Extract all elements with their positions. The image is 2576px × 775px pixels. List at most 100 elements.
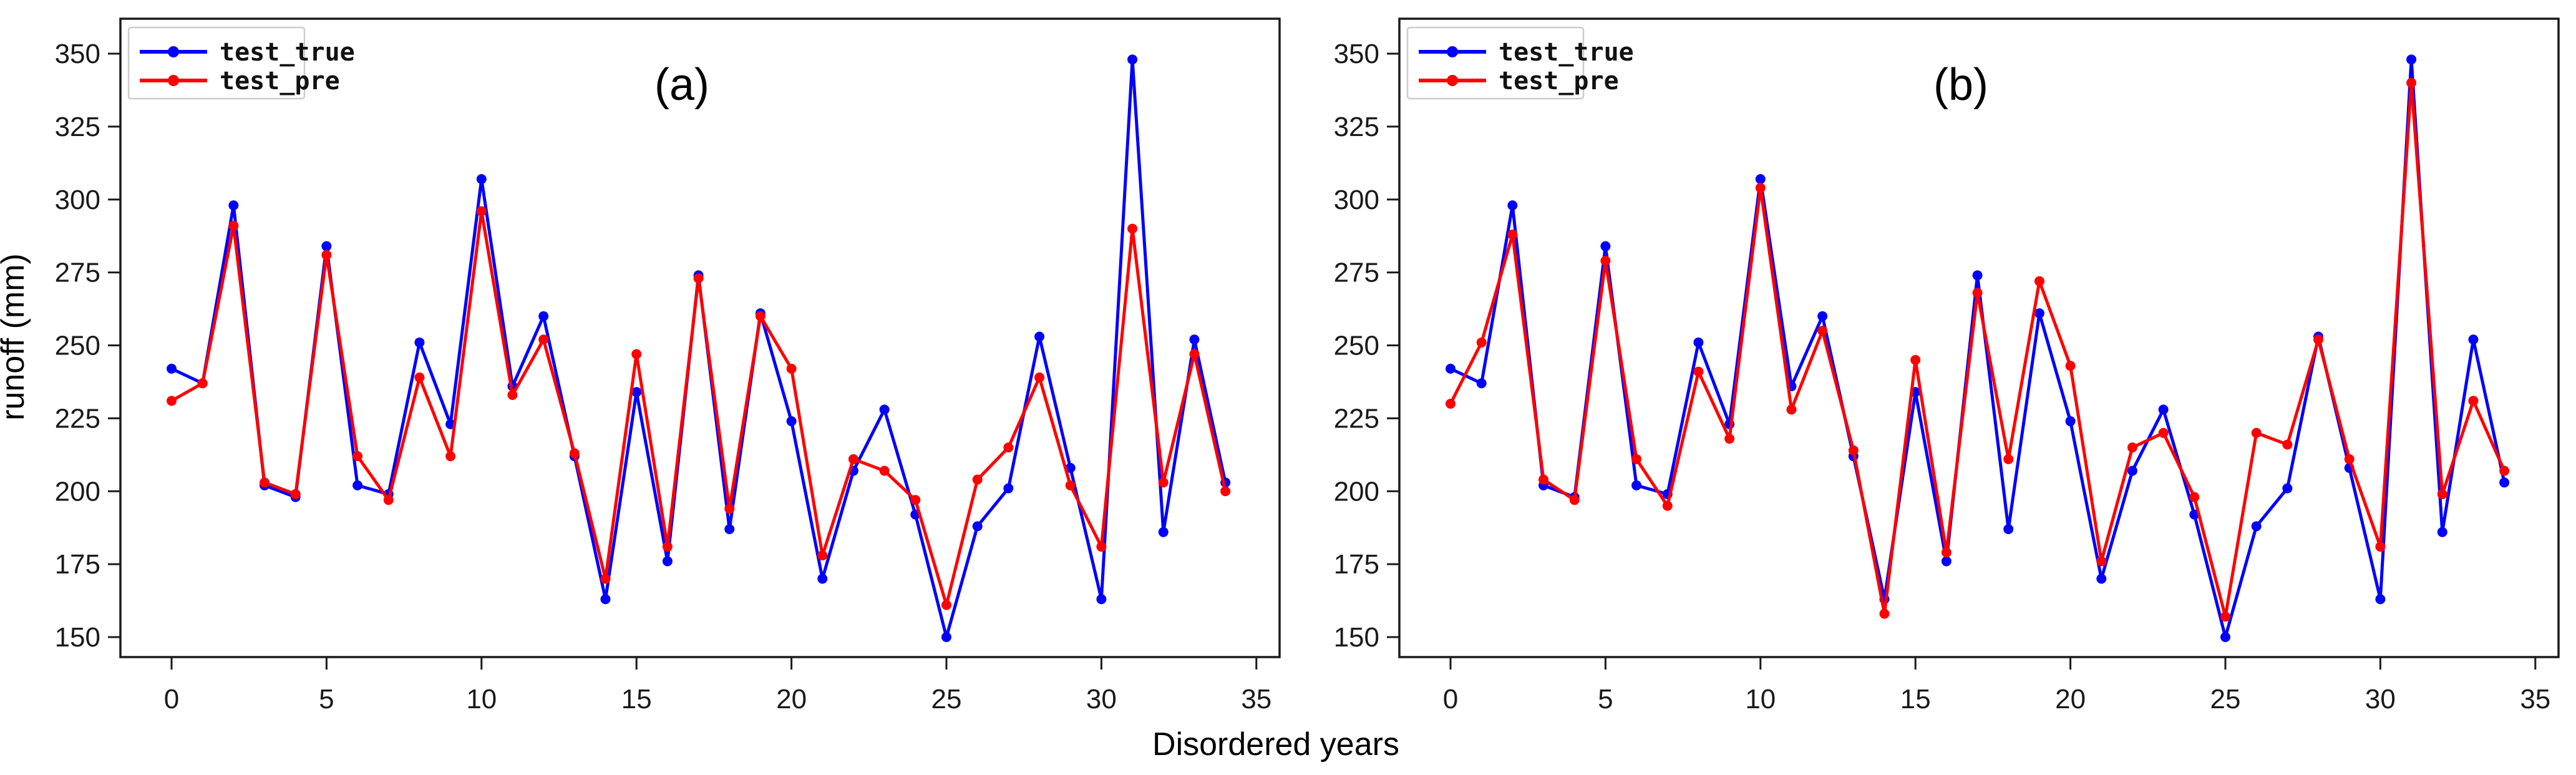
x-tick-label: 10 <box>1745 684 1776 714</box>
data-point-test_pre <box>414 372 425 383</box>
plot-area-a <box>119 17 1281 658</box>
x-tick-label: 20 <box>2055 684 2086 714</box>
legend-b-true-marker <box>1447 46 1458 57</box>
data-point-test_true <box>2158 404 2169 415</box>
data-point-test_pre <box>290 489 301 499</box>
data-point-test_pre <box>476 206 487 217</box>
data-point-test_pre <box>910 495 921 505</box>
data-point-test_pre <box>1476 337 1487 348</box>
data-point-test_pre <box>848 454 858 464</box>
data-point-test_pre <box>1879 608 1890 619</box>
y-tick-label: 350 <box>1334 39 1379 69</box>
data-point-test_true <box>1034 331 1045 342</box>
panel-a-series <box>167 54 1231 642</box>
data-point-test_pre <box>1538 474 1549 485</box>
data-point-test_true <box>2220 632 2230 642</box>
data-point-test_pre <box>1507 229 1518 240</box>
y-tick-label: 275 <box>55 258 100 288</box>
x-tick-label: 0 <box>1443 684 1458 714</box>
x-tick-label: 5 <box>319 684 334 714</box>
x-tick-label: 25 <box>2210 684 2241 714</box>
data-point-test_pre <box>1972 288 1983 298</box>
data-point-test_pre <box>724 504 735 514</box>
data-point-test_true <box>1003 483 1014 494</box>
x-tick-label: 0 <box>164 684 179 714</box>
panel-b-series <box>1446 54 2510 642</box>
data-point-test_pre <box>1034 372 1045 383</box>
data-point-test_pre <box>1446 399 1456 409</box>
data-point-test_true <box>2251 521 2262 532</box>
legend-b-pre-marker <box>1447 75 1458 86</box>
x-tick-label: 35 <box>2520 684 2550 714</box>
x-tick-label: 35 <box>1241 684 1271 714</box>
data-point-test_pre <box>2189 492 2200 502</box>
data-point-test_pre <box>600 573 611 584</box>
legend-a-pre-marker <box>168 75 179 86</box>
data-point-test_true <box>1446 363 1456 374</box>
data-point-test_true <box>228 200 239 211</box>
panel-a-axis-ticks: 150 175 200 225 250 275 300 325 350 0 5 10 15 20 25 30 3… <box>55 39 1272 714</box>
data-point-test_true <box>786 416 797 427</box>
data-point-test_pre <box>445 451 456 462</box>
data-point-test_pre <box>1786 404 1797 415</box>
y-tick-label: 200 <box>55 476 100 507</box>
y-tick-label: 225 <box>1334 403 1379 434</box>
data-point-test_pre <box>1096 542 1107 552</box>
data-point-test_pre <box>1189 349 1200 359</box>
data-point-test_true <box>1127 54 1138 65</box>
data-point-test_pre <box>2313 334 2324 345</box>
data-point-test_pre <box>2344 454 2355 464</box>
data-point-test_pre <box>260 477 270 488</box>
series-test_true-line <box>1449 57 2506 639</box>
y-tick-label: 150 <box>1334 622 1379 653</box>
data-point-test_true <box>2375 594 2386 605</box>
y-tick-label: 200 <box>1334 476 1379 507</box>
x-tick-label: 10 <box>466 684 497 714</box>
data-point-test_true <box>724 524 735 535</box>
data-point-test_true <box>817 573 828 584</box>
data-point-test_pre <box>755 311 766 321</box>
data-point-test_pre <box>228 220 239 231</box>
data-point-test_pre <box>786 363 797 374</box>
y-tick-label: 250 <box>55 331 100 361</box>
legend-a-pre-label: test_pre <box>220 67 340 95</box>
data-point-test_pre <box>197 378 208 389</box>
data-point-test_pre <box>352 451 363 462</box>
data-point-test_true <box>1693 337 1704 348</box>
data-point-test_true <box>972 521 983 532</box>
data-point-test_true <box>662 556 673 567</box>
data-point-test_pre <box>662 542 673 552</box>
y-tick-label: 275 <box>1334 258 1379 288</box>
data-point-test_true <box>2065 416 2076 427</box>
data-point-test_true <box>2499 477 2510 488</box>
y-tick-label: 175 <box>55 549 100 580</box>
x-tick-label: 5 <box>1598 684 1613 714</box>
x-axis-label: Disordered years <box>1152 726 1399 763</box>
data-point-test_pre <box>972 474 983 485</box>
data-point-test_true <box>1972 270 1983 281</box>
data-point-test_true <box>352 480 363 490</box>
x-tick-label: 30 <box>2365 684 2396 714</box>
data-point-test_true <box>321 241 332 251</box>
data-point-test_pre <box>1910 354 1921 365</box>
panel-a: 150 175 200 225 250 275 300 325 350 0 5 10 15 20 25 30 3… <box>0 17 1281 714</box>
data-point-test_pre <box>817 550 828 561</box>
data-point-test_true <box>2437 527 2447 537</box>
data-point-test_pre <box>2468 396 2479 406</box>
y-axis-label: runoff (mm) <box>0 253 31 421</box>
y-tick-label: 300 <box>1334 185 1379 215</box>
data-point-test_pre <box>1631 454 1642 464</box>
data-point-test_true <box>167 363 177 374</box>
data-point-test_true <box>1065 462 1076 473</box>
data-point-test_true <box>2003 524 2014 535</box>
data-point-test_pre <box>1724 434 1735 444</box>
data-point-test_pre <box>1569 495 1580 505</box>
data-point-test_pre <box>1003 442 1014 453</box>
data-point-test_pre <box>1600 255 1611 266</box>
data-point-test_true <box>1941 556 1951 567</box>
data-point-test_true <box>476 174 487 185</box>
data-point-test_pre <box>1065 480 1076 490</box>
series-test_pre-line <box>1449 81 2506 618</box>
data-point-test_pre <box>2034 276 2044 286</box>
